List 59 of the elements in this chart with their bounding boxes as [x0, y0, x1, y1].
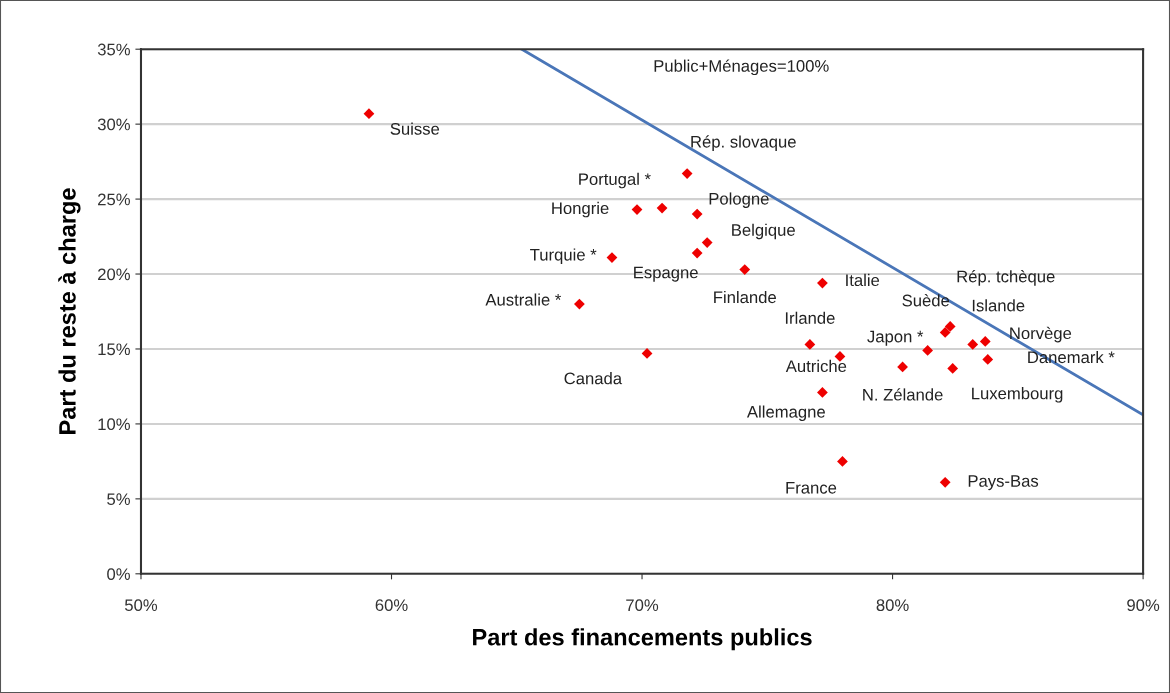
annotation: Luxembourg — [972, 387, 1063, 403]
point — [804, 339, 816, 350]
point — [817, 387, 828, 398]
x-tick-label: 70% — [626, 599, 659, 612]
annotation: Finlande — [714, 290, 776, 304]
annotation: Allemagne — [746, 405, 825, 422]
point — [939, 327, 951, 338]
x-tick-label: 60% — [375, 599, 408, 612]
point — [967, 339, 979, 350]
annotation: Italie — [846, 273, 880, 287]
point — [939, 476, 951, 488]
annotation: Japon * — [867, 330, 924, 346]
annotation: Rép. tchèque — [957, 270, 1055, 286]
point — [701, 237, 713, 248]
annotation: Portugal * — [579, 172, 651, 189]
point — [681, 168, 693, 179]
annotation: France — [786, 482, 837, 494]
y-tick-label: 20% — [98, 268, 130, 281]
annotation: Autriche — [785, 359, 847, 373]
y-tick-label: 0% — [107, 568, 130, 581]
text: Public+Ménages=100% — [654, 59, 829, 76]
annotation: N. Zélande — [863, 388, 943, 401]
annotation: Hongrie — [552, 201, 609, 218]
y-tick-label: 35% — [97, 43, 130, 56]
point — [947, 363, 959, 374]
annotation: Irlande — [785, 311, 835, 324]
y-tick-label: 10% — [98, 418, 130, 431]
y-tick-label: 25% — [98, 193, 130, 206]
y-tick-label: 30% — [97, 118, 130, 131]
annotation: Islande — [972, 299, 1025, 312]
annotation: Pays-Bas — [968, 475, 1039, 491]
y-tick-label: 5% — [107, 493, 130, 506]
point — [944, 321, 956, 332]
point — [922, 345, 934, 356]
annotation: Norvège — [1010, 326, 1072, 343]
annotation: Rép. slovaque — [691, 135, 796, 151]
annotation: Suisse — [390, 122, 440, 135]
x-tick-label: 80% — [876, 599, 909, 612]
point — [837, 456, 848, 467]
y-axis-title: Part du reste à charge — [58, 188, 81, 434]
annotation: Canada — [564, 372, 623, 385]
point — [897, 361, 908, 373]
point — [982, 354, 994, 365]
point — [691, 247, 703, 259]
point — [739, 264, 751, 275]
annotation: Espagne — [634, 266, 698, 282]
annotation: Australie * — [485, 293, 562, 306]
point — [363, 108, 375, 120]
annotation: Turquie * — [530, 248, 597, 264]
x-axis-title: Part des financements publics — [473, 628, 812, 651]
y-tick-label: 15% — [98, 343, 130, 356]
x-tick-label: 90% — [1127, 599, 1160, 612]
point — [979, 336, 991, 347]
annotation: Pologne — [709, 192, 769, 208]
annotation: Suède — [902, 293, 950, 307]
point — [656, 202, 668, 214]
x-tick-label: 50% — [124, 599, 158, 612]
annotation: Belgique — [732, 223, 795, 240]
point — [691, 208, 703, 220]
